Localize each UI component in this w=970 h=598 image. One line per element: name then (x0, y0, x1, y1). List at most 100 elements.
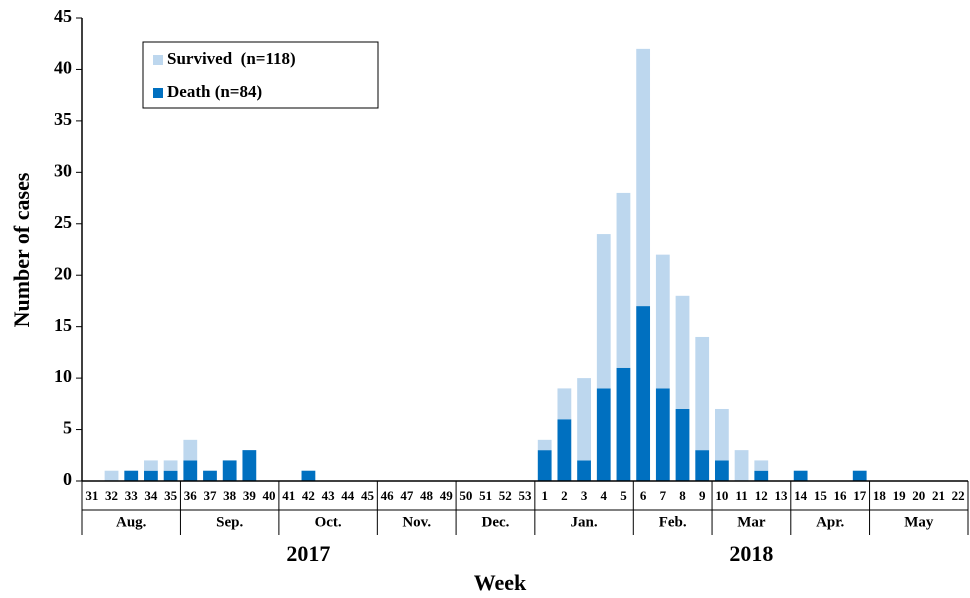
y-tick-label: 30 (54, 160, 72, 180)
x-tick-label: 51 (479, 488, 492, 503)
month-label: Mar (737, 514, 766, 530)
bar-segment (655, 388, 670, 481)
x-tick-label: 39 (243, 488, 257, 503)
bar-segment (222, 460, 237, 481)
x-tick-label: 11 (735, 488, 747, 503)
x-tick-label: 33 (125, 488, 139, 503)
bar-segment (636, 48, 651, 307)
bar-segment (596, 234, 611, 389)
bar-segment (754, 460, 769, 471)
bar-segment (537, 450, 552, 481)
legend-label: Death (n=84) (167, 82, 262, 101)
y-tick-label: 25 (54, 212, 72, 232)
x-tick-label: 16 (834, 488, 848, 503)
y-tick-label: 45 (54, 6, 72, 26)
month-label: Jan. (571, 514, 598, 530)
bar-segment (183, 460, 198, 481)
x-tick-label: 43 (322, 488, 336, 503)
month-label: Apr. (816, 514, 844, 530)
bar-segment (695, 450, 710, 481)
y-tick-label: 20 (54, 263, 72, 283)
x-tick-label: 18 (873, 488, 887, 503)
x-tick-label: 1 (541, 488, 548, 503)
y-tick-label: 40 (54, 58, 72, 78)
x-tick-label: 13 (774, 488, 788, 503)
x-tick-label: 5 (620, 488, 627, 503)
bar-segment (714, 460, 729, 481)
bar-segment (636, 306, 651, 481)
x-tick-label: 48 (420, 488, 434, 503)
x-tick-label: 47 (400, 488, 414, 503)
x-tick-label: 19 (893, 488, 907, 503)
x-tick-label: 20 (912, 488, 925, 503)
legend-label: Survived (n=118) (167, 49, 296, 68)
bar-segment (577, 378, 591, 461)
x-tick-label: 15 (814, 488, 828, 503)
x-tick-label: 42 (302, 488, 315, 503)
x-tick-label: 22 (952, 488, 965, 503)
month-label: May (904, 514, 934, 530)
x-tick-label: 2 (561, 488, 568, 503)
x-tick-label: 34 (144, 488, 158, 503)
x-tick-label: 49 (440, 488, 454, 503)
bar-segment (596, 388, 611, 481)
y-tick-label: 15 (54, 315, 72, 335)
month-label: Aug. (116, 514, 147, 530)
bar-segment (557, 388, 572, 420)
bar-segment (616, 367, 631, 481)
x-tick-label: 50 (459, 488, 472, 503)
x-tick-label: 41 (282, 488, 295, 503)
month-label: Sep. (216, 514, 243, 530)
month-label: Oct. (315, 514, 342, 530)
bar-segment (163, 470, 178, 481)
x-tick-label: 38 (223, 488, 237, 503)
bar-segment (793, 470, 808, 481)
x-tick-label: 46 (381, 488, 395, 503)
x-tick-label: 17 (853, 488, 867, 503)
x-tick-label: 35 (164, 488, 178, 503)
x-tick-label: 7 (660, 488, 667, 503)
y-tick-label: 10 (54, 366, 72, 386)
x-tick-label: 10 (715, 488, 728, 503)
month-label: Nov. (402, 514, 431, 530)
y-tick-label: 35 (54, 109, 72, 129)
bar-segment (537, 439, 552, 451)
year-label: 2017 (286, 541, 330, 566)
x-tick-label: 32 (105, 488, 118, 503)
bar-segment (675, 295, 690, 409)
y-axis-label: Number of cases (9, 172, 34, 327)
x-tick-label: 21 (932, 488, 945, 503)
bar-segment (557, 419, 572, 481)
bar-segment (124, 470, 139, 481)
legend-box (142, 41, 379, 109)
bar-segment (675, 408, 690, 481)
bar-segment (183, 439, 198, 461)
month-label: Dec. (482, 514, 510, 530)
x-tick-label: 52 (499, 488, 512, 503)
legend-swatch (153, 88, 163, 98)
x-tick-label: 53 (519, 488, 533, 503)
bar-segment (144, 470, 158, 481)
x-axis-label: Week (474, 570, 527, 595)
x-tick-label: 37 (203, 488, 217, 503)
bar-segment (163, 460, 178, 471)
x-tick-label: 12 (755, 488, 768, 503)
x-tick-label: 3 (581, 488, 588, 503)
x-tick-label: 31 (85, 488, 98, 503)
bar-segment (144, 460, 158, 471)
x-tick-label: 44 (341, 488, 355, 503)
month-label: Feb. (659, 514, 687, 530)
bar-segment (754, 470, 769, 481)
year-label: 2018 (729, 541, 773, 566)
x-tick-label: 14 (794, 488, 808, 503)
bar-segment (577, 460, 591, 481)
x-tick-label: 8 (679, 488, 686, 503)
bar-segment (655, 254, 670, 389)
bar-segment (852, 470, 867, 481)
bar-segment (242, 450, 257, 481)
bar-segment (714, 408, 729, 461)
bar-segment (104, 470, 119, 481)
legend-swatch (153, 55, 163, 65)
x-tick-label: 36 (184, 488, 198, 503)
